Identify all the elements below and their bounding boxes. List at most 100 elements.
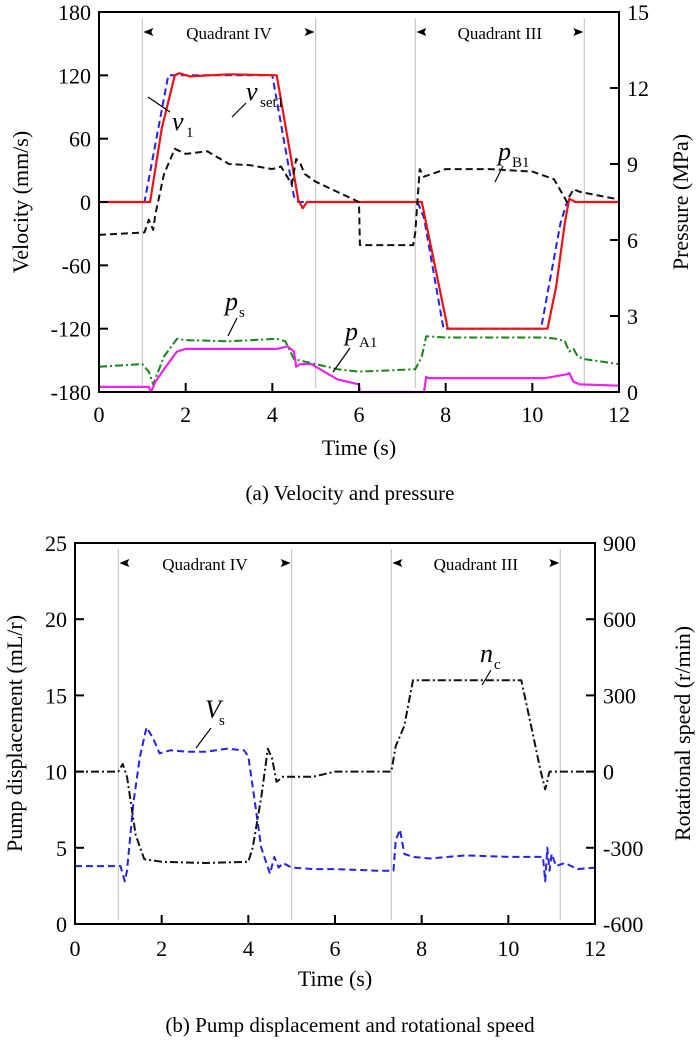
y-tick-label: 20 xyxy=(45,607,67,632)
series-annotation: v set1 xyxy=(231,77,284,118)
x-axis-title: Time (s) xyxy=(322,435,396,460)
series-subscript: B1 xyxy=(512,155,530,171)
series-line-v1 xyxy=(99,74,619,330)
chart-b: Quadrant IV Quadrant III 0 2 4 6 8 10 12 0 5 10 15 20… xyxy=(2,531,695,1037)
y-tick-label: 180 xyxy=(58,0,91,25)
y2-tick-label: 15 xyxy=(627,0,649,25)
arrow-left-icon xyxy=(416,28,427,36)
x-tick-label: 10 xyxy=(521,402,543,427)
annotation-leader-line xyxy=(332,347,351,373)
figure-caption: (b) Pump displacement and rotational spe… xyxy=(165,1013,535,1037)
x-tick-label: 2 xyxy=(156,936,167,961)
y-tick-label: 60 xyxy=(69,127,91,152)
y2-tick-label: -600 xyxy=(603,912,643,937)
series-subscript: set1 xyxy=(260,95,284,111)
y2-tick-label: 6 xyxy=(627,228,638,253)
y-tick-label: -120 xyxy=(51,317,91,342)
y2-tick-label: -300 xyxy=(603,836,643,861)
arrow-left-icon xyxy=(119,559,130,567)
annotation-leader-line xyxy=(231,102,247,118)
annotation-leader-line xyxy=(147,96,171,113)
x-tick-label: 8 xyxy=(440,402,451,427)
y-tick-label: 15 xyxy=(45,683,67,708)
series-annotation: p A1 xyxy=(332,317,377,373)
y-tick-label: 0 xyxy=(80,190,91,215)
series-symbol: p xyxy=(343,317,358,346)
y-tick-label: 0 xyxy=(56,912,67,937)
region-annotation: Quadrant III xyxy=(416,24,584,43)
x-tick-label: 8 xyxy=(416,936,427,961)
series-symbol: V xyxy=(205,695,224,724)
series-line-ps xyxy=(98,335,620,386)
arrow-right-icon xyxy=(549,559,560,567)
y2-tick-label: 0 xyxy=(627,380,638,405)
series-subscript: s xyxy=(239,305,245,321)
x-tick-label: 6 xyxy=(354,402,365,427)
x-tick-label: 2 xyxy=(180,402,191,427)
annotation-leader-line xyxy=(195,727,212,749)
y-tick-label: -180 xyxy=(51,380,91,405)
series-symbol: n xyxy=(480,639,493,668)
annotation-leader-line xyxy=(481,669,492,686)
x-tick-label: 0 xyxy=(94,402,105,427)
plot-frame xyxy=(74,542,596,925)
y-axis-title: Velocity (mm/s) xyxy=(8,131,33,273)
figure-caption: (a) Velocity and pressure xyxy=(246,481,455,505)
annotation-leader-line xyxy=(227,317,238,337)
region-annotation: Quadrant IV xyxy=(119,555,291,574)
annotation-leader-line xyxy=(494,165,504,183)
series-line-pA1 xyxy=(99,345,620,394)
x-tick-label: 12 xyxy=(608,402,630,427)
y2-tick-label: 9 xyxy=(627,152,638,177)
y2-tick-label: 12 xyxy=(627,76,649,101)
series-annotation: p B1 xyxy=(494,137,530,183)
y-tick-label: 5 xyxy=(56,836,67,861)
y-axis-title: Pump displacement (mL/r) xyxy=(2,615,27,852)
y-tick-label: -60 xyxy=(62,253,91,278)
region-label: Quadrant IV xyxy=(162,555,248,574)
series-line-Vs xyxy=(75,726,596,883)
arrow-left-icon xyxy=(392,559,403,567)
x-axis-title: Time (s) xyxy=(298,966,372,991)
region-label: Quadrant IV xyxy=(186,24,272,43)
region-annotation: Quadrant III xyxy=(392,555,560,574)
arrow-left-icon xyxy=(143,28,154,36)
series-subscript: c xyxy=(494,657,501,673)
y2-tick-label: 3 xyxy=(627,304,638,329)
x-tick-label: 0 xyxy=(70,936,81,961)
y-tick-label: 120 xyxy=(58,63,91,88)
series-symbol: p xyxy=(223,287,238,316)
y2-tick-label: 300 xyxy=(603,683,636,708)
series-line-vset1 xyxy=(99,72,619,330)
x-tick-label: 10 xyxy=(497,936,519,961)
y2-tick-label: 600 xyxy=(603,607,636,632)
region-label: Quadrant III xyxy=(458,24,543,43)
series-line-pB1 xyxy=(98,147,620,247)
series-subscript: A1 xyxy=(359,335,377,351)
series-subscript: 1 xyxy=(186,125,194,141)
region-annotation: Quadrant IV xyxy=(143,24,315,43)
x-tick-label: 4 xyxy=(267,402,278,427)
arrow-right-icon xyxy=(304,28,315,36)
series-annotation: Vs xyxy=(195,695,225,749)
y2-axis-title: Rotational speed (r/min) xyxy=(670,626,695,841)
region-label: Quadrant III xyxy=(434,555,519,574)
arrow-right-icon xyxy=(573,28,584,36)
y2-tick-label: 900 xyxy=(603,531,636,556)
x-tick-label: 4 xyxy=(243,936,254,961)
series-line-nc xyxy=(75,679,595,864)
y2-axis-title: Pressure (MPa) xyxy=(668,134,693,270)
series-subscript: s xyxy=(219,713,225,729)
y2-tick-label: 0 xyxy=(603,760,614,785)
y-tick-label: 10 xyxy=(45,760,67,785)
series-symbol: v xyxy=(246,77,258,106)
x-tick-label: 6 xyxy=(330,936,341,961)
y-tick-label: 25 xyxy=(45,531,67,556)
series-symbol: v xyxy=(172,107,184,136)
x-tick-label: 12 xyxy=(584,936,606,961)
